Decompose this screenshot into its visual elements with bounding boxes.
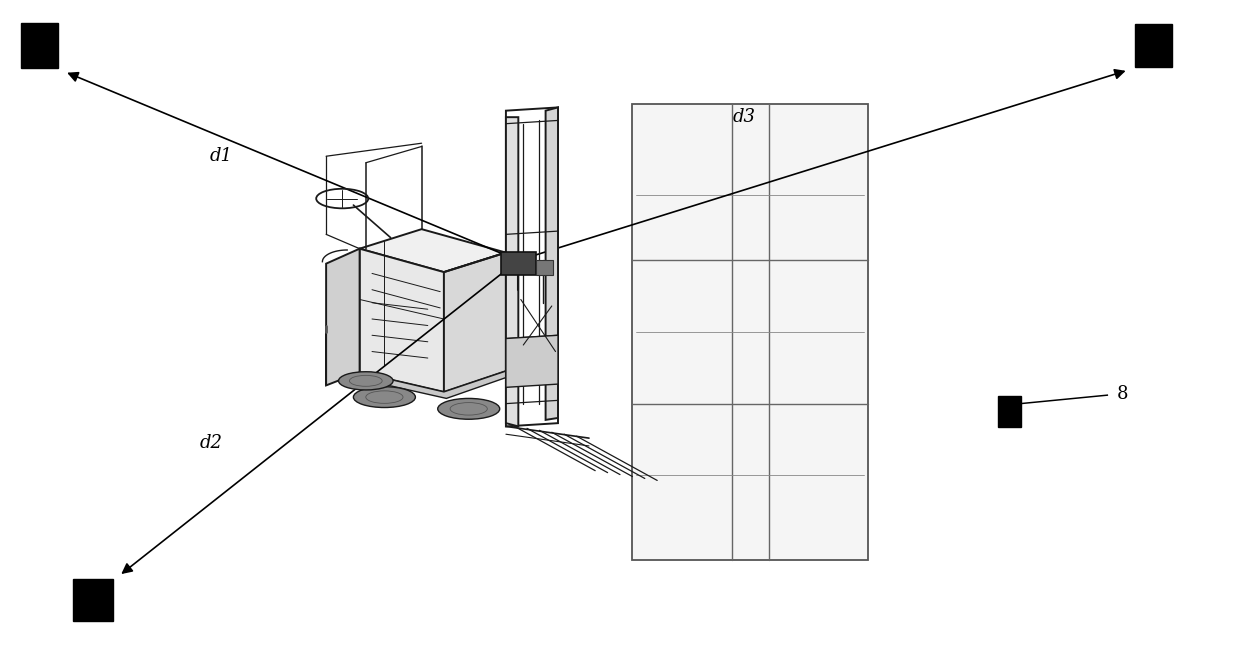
Ellipse shape: [353, 387, 415, 408]
Ellipse shape: [438, 398, 500, 419]
Text: d3: d3: [733, 108, 755, 126]
Polygon shape: [326, 249, 360, 385]
Polygon shape: [506, 335, 558, 387]
Polygon shape: [360, 249, 444, 392]
Text: 8: 8: [1116, 385, 1128, 403]
Polygon shape: [506, 117, 518, 426]
Polygon shape: [360, 229, 506, 272]
Bar: [21, 23, 58, 68]
Bar: [73, 579, 113, 621]
Bar: [1135, 24, 1172, 66]
Polygon shape: [444, 253, 506, 392]
Bar: [998, 396, 1021, 427]
Text: d2: d2: [200, 434, 222, 452]
Text: d1: d1: [210, 147, 232, 165]
Bar: [501, 252, 536, 275]
Bar: [536, 260, 553, 275]
Polygon shape: [632, 104, 868, 560]
Polygon shape: [546, 107, 558, 420]
Polygon shape: [360, 371, 506, 398]
Ellipse shape: [339, 372, 393, 390]
